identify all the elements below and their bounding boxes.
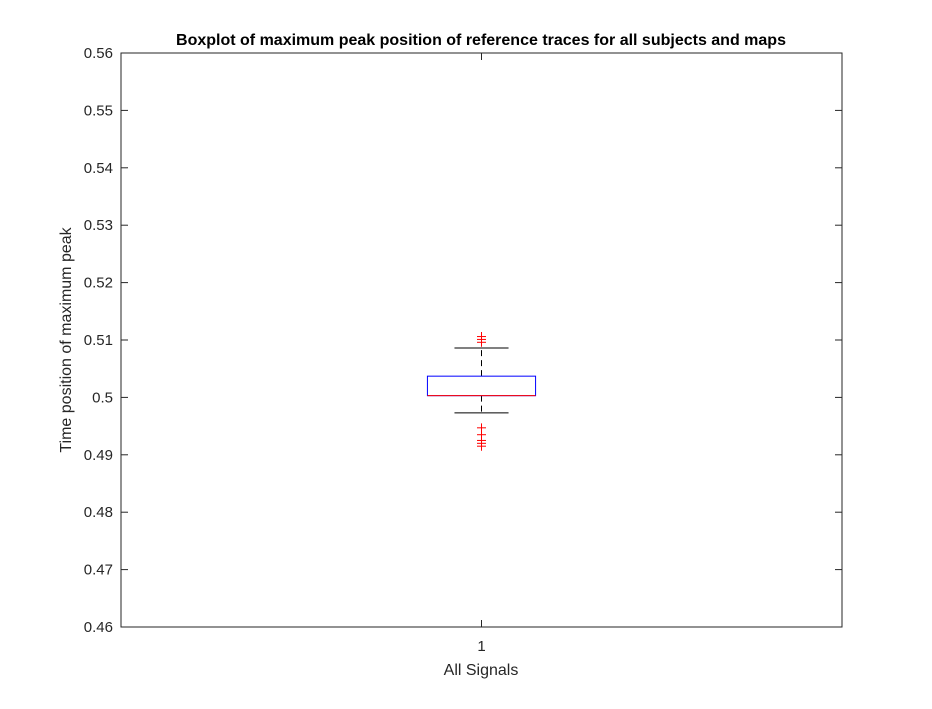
y-tick-label: 0.51 [84, 332, 113, 349]
outlier-point [477, 441, 486, 451]
y-axis-ticks: 0.46 0.47 0.48 0.49 0.5 0.51 0.52 0.53 0.54 0.55 0… [84, 45, 842, 636]
x-axis-label: All Signals [444, 662, 519, 679]
y-tick-label: 0.55 [84, 102, 113, 119]
chart-title: Boxplot of maximum peak position of refe… [176, 32, 786, 49]
outlier-point [477, 332, 486, 342]
y-axis-label: Time position of maximum peak [58, 226, 75, 452]
y-tick-label: 0.47 [84, 562, 113, 579]
y-tick-label: 0.48 [84, 504, 113, 521]
boxes [426, 332, 537, 451]
y-tick-label: 0.46 [84, 619, 113, 636]
y-tick-label: 0.56 [84, 45, 113, 62]
x-axis-ticks: 1 [477, 53, 486, 655]
x-tick-label: 1 [477, 638, 485, 655]
y-tick-label: 0.5 [92, 389, 113, 406]
y-tick-label: 0.54 [84, 160, 113, 177]
y-tick-label: 0.49 [84, 447, 113, 464]
y-tick-label: 0.53 [84, 217, 113, 234]
y-tick-label: 0.52 [84, 275, 113, 292]
